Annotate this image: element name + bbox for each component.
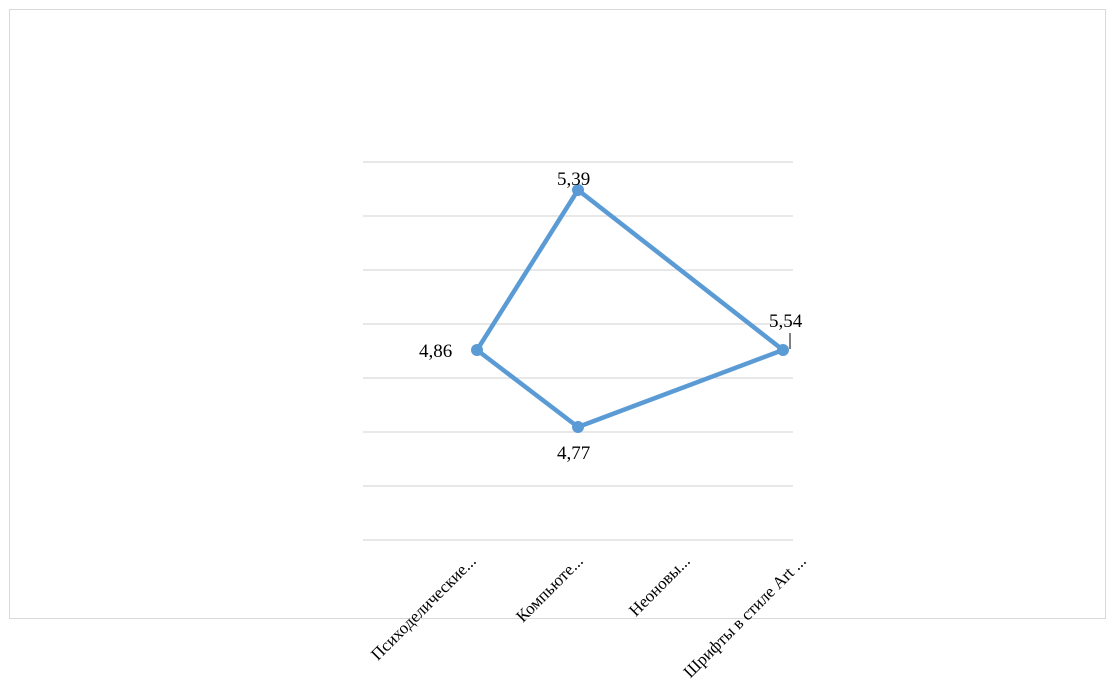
data-point: [777, 344, 789, 356]
data-point: [471, 344, 483, 356]
category-tick-label: Компьюте...: [512, 551, 587, 626]
data-label: 4,77: [557, 443, 590, 464]
series-layer: [471, 184, 789, 433]
category-axis-labels: Психоделические... Компьюте... Неоновы...Ш…: [367, 551, 810, 681]
data-label: 5,39: [557, 169, 590, 190]
data-point: [572, 421, 584, 433]
category-tick-label: Неоновы...: [625, 551, 694, 620]
data-label: 5,54: [769, 311, 803, 332]
chart-area: [9, 9, 1106, 619]
data-point: [572, 184, 584, 196]
data-labels: 4,86 5,39 5,54 4,77: [419, 169, 803, 464]
data-label: 4,86: [419, 341, 452, 362]
category-tick-label: Психоделические...: [367, 551, 480, 664]
series-line: [474, 187, 786, 430]
category-tick-label: Шрифты в стиле Art ...: [680, 551, 810, 681]
